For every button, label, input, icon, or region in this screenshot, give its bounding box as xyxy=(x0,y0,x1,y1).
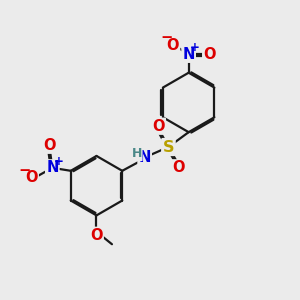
Text: H: H xyxy=(131,147,142,161)
Text: −: − xyxy=(160,30,172,45)
Text: O: O xyxy=(167,38,179,53)
Text: N: N xyxy=(182,47,195,62)
Text: O: O xyxy=(25,170,38,185)
Text: O: O xyxy=(172,160,185,175)
Text: −: − xyxy=(19,163,31,178)
Text: O: O xyxy=(44,138,56,153)
Text: O: O xyxy=(90,228,103,243)
Text: N: N xyxy=(46,160,59,175)
Text: O: O xyxy=(152,119,165,134)
Text: +: + xyxy=(53,155,63,168)
Text: +: + xyxy=(190,41,200,54)
Text: S: S xyxy=(163,140,174,154)
Text: O: O xyxy=(203,47,216,62)
Text: N: N xyxy=(139,150,151,165)
